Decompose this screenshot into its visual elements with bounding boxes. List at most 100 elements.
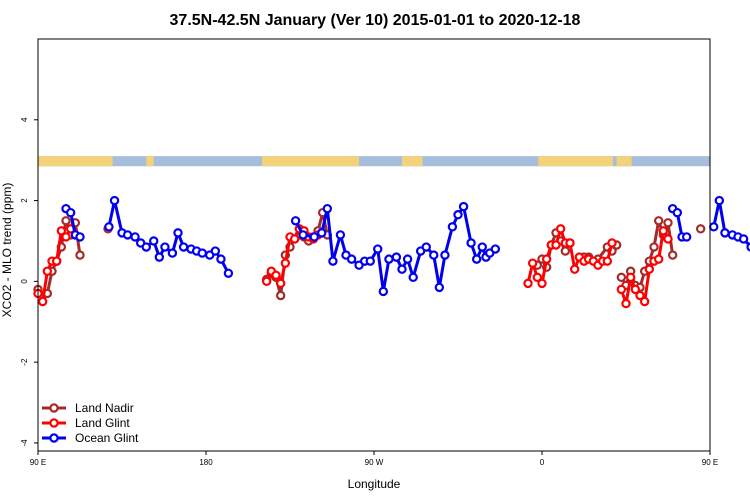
data-point-ocean-glint xyxy=(298,230,308,240)
data-point-land-glint xyxy=(37,296,48,307)
data-point-ocean-glint xyxy=(109,195,120,206)
land-span xyxy=(146,156,154,167)
data-point-ocean-glint xyxy=(714,195,725,206)
data-point-land-nadir xyxy=(667,250,678,260)
data-point-land-nadir xyxy=(695,224,706,234)
data-point-land-glint xyxy=(658,226,669,236)
data-point-land-nadir xyxy=(560,246,571,256)
y-tick-label: 2 xyxy=(20,198,29,203)
data-point-land-nadir xyxy=(649,242,659,252)
data-point-ocean-glint xyxy=(434,282,445,293)
data-point-land-glint xyxy=(616,284,627,295)
data-point-ocean-glint xyxy=(309,232,319,242)
x-axis-label: Longitude xyxy=(348,477,401,491)
data-point-land-glint xyxy=(551,240,561,250)
data-point-land-glint xyxy=(663,234,673,244)
data-point-land-glint xyxy=(51,256,62,266)
data-point-land-glint xyxy=(569,264,580,274)
data-point-land-nadir xyxy=(663,218,673,228)
data-point-ocean-glint xyxy=(141,242,151,252)
data-point-land-nadir xyxy=(61,216,71,226)
series-line-ocean-glint xyxy=(294,205,497,293)
data-point-ocean-glint xyxy=(197,248,207,258)
data-point-ocean-glint xyxy=(477,242,487,252)
data-point-ocean-glint xyxy=(378,286,389,297)
y-axis-label: XCO2 - MLO trend (ppm) xyxy=(0,183,14,318)
legend-label: Land Glint xyxy=(75,416,130,430)
data-point-ocean-glint xyxy=(421,242,431,252)
legend-swatch-marker xyxy=(49,403,59,413)
data-point-ocean-glint xyxy=(458,201,469,212)
data-point-ocean-glint xyxy=(471,254,482,264)
data-point-land-glint xyxy=(630,284,641,295)
y-axis: -4 -2 0 2 4 xyxy=(20,117,38,446)
ocean-band xyxy=(38,156,710,167)
data-point-ocean-glint xyxy=(681,232,692,242)
data-point-land-nadir xyxy=(653,216,664,226)
data-point-ocean-glint xyxy=(466,238,476,248)
x-tick-label: 90 W xyxy=(365,458,384,467)
data-point-ocean-glint xyxy=(384,254,394,264)
data-point-ocean-glint xyxy=(738,234,749,244)
data-point-land-glint xyxy=(61,232,71,242)
y-tick-label: -2 xyxy=(20,358,29,366)
legend-label: Land Nadir xyxy=(75,401,134,415)
legend-swatch-marker xyxy=(49,433,59,443)
data-point-ocean-glint xyxy=(178,242,189,252)
data-point-ocean-glint xyxy=(328,256,338,266)
series-ocean-glint xyxy=(61,195,750,297)
legend-item-land-nadir: Land Nadir xyxy=(42,401,134,415)
data-point-land-glint xyxy=(607,238,617,248)
data-point-land-glint xyxy=(271,270,281,280)
series-land-nadir xyxy=(33,207,706,301)
data-point-ocean-glint xyxy=(429,250,439,260)
land-span xyxy=(262,156,360,167)
data-point-land-glint xyxy=(621,298,631,309)
data-point-ocean-glint xyxy=(173,228,183,238)
x-axis: 90 E 180 90 W 0 90 E xyxy=(30,451,718,467)
data-point-ocean-glint xyxy=(104,222,114,232)
y-tick-label: 4 xyxy=(20,117,29,122)
data-point-land-glint xyxy=(289,234,300,244)
data-point-ocean-glint xyxy=(672,207,683,218)
data-point-ocean-glint xyxy=(440,250,450,260)
data-point-ocean-glint xyxy=(290,216,301,226)
data-point-ocean-glint xyxy=(317,228,327,238)
data-point-land-glint xyxy=(653,254,664,264)
legend-item-land-glint: Land Glint xyxy=(42,416,130,430)
land-span xyxy=(538,156,613,167)
data-point-ocean-glint xyxy=(223,268,234,278)
land-span xyxy=(38,156,113,167)
data-point-land-glint xyxy=(565,238,575,248)
data-point-land-glint xyxy=(639,296,650,307)
data-point-ocean-glint xyxy=(746,242,750,252)
data-point-ocean-glint xyxy=(160,242,170,252)
data-point-ocean-glint xyxy=(216,254,226,264)
data-point-ocean-glint xyxy=(65,207,76,218)
data-point-ocean-glint xyxy=(391,252,402,262)
data-point-land-glint xyxy=(644,264,655,274)
chart-title: 37.5N-42.5N January (Ver 10) 2015-01-01 … xyxy=(170,12,581,29)
data-point-ocean-glint xyxy=(149,236,159,246)
data-point-ocean-glint xyxy=(322,203,333,214)
data-point-land-glint xyxy=(532,272,543,283)
data-point-ocean-glint xyxy=(720,228,730,238)
legend-item-ocean-glint: Ocean Glint xyxy=(42,431,139,445)
data-point-ocean-glint xyxy=(402,254,413,264)
land-ocean-band xyxy=(38,156,710,167)
data-point-ocean-glint xyxy=(709,222,719,232)
data-point-land-glint xyxy=(537,278,547,289)
data-point-ocean-glint xyxy=(453,210,463,220)
data-point-land-glint xyxy=(625,272,636,283)
data-point-land-nadir xyxy=(616,272,627,283)
land-span xyxy=(402,156,423,167)
x-tick-label: 90 E xyxy=(702,458,718,467)
y-tick-label: 0 xyxy=(20,279,29,284)
x-tick-label: 0 xyxy=(540,458,545,467)
data-point-ocean-glint xyxy=(397,264,407,274)
data-point-land-nadir xyxy=(75,250,85,260)
data-point-ocean-glint xyxy=(447,222,458,232)
data-point-ocean-glint xyxy=(122,230,133,240)
